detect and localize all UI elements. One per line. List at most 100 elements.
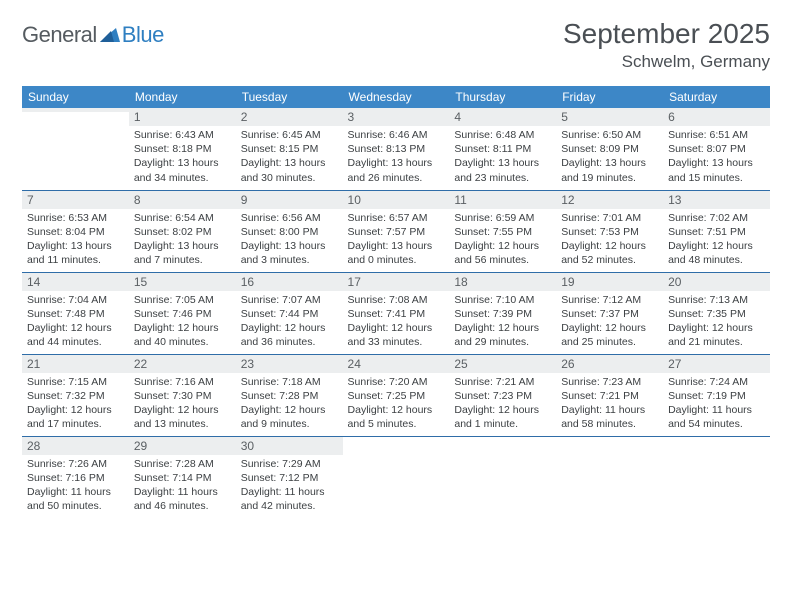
calendar-day-cell: 6Sunrise: 6:51 AMSunset: 8:07 PMDaylight… xyxy=(663,108,770,190)
day-detail-line: Sunrise: 7:20 AM xyxy=(348,375,445,389)
day-details: Sunrise: 6:51 AMSunset: 8:07 PMDaylight:… xyxy=(663,126,770,189)
calendar-day-cell: 5Sunrise: 6:50 AMSunset: 8:09 PMDaylight… xyxy=(556,108,663,190)
day-details: Sunrise: 7:05 AMSunset: 7:46 PMDaylight:… xyxy=(129,291,236,354)
day-detail-line: Daylight: 11 hours and 50 minutes. xyxy=(27,485,124,513)
day-detail-line: Sunset: 7:51 PM xyxy=(668,225,765,239)
day-detail-line: Sunset: 7:14 PM xyxy=(134,471,231,485)
day-detail-line: Sunset: 7:19 PM xyxy=(668,389,765,403)
logo-text-blue: Blue xyxy=(122,22,164,48)
day-detail-line: Sunrise: 7:26 AM xyxy=(27,457,124,471)
calendar-day-cell: 9Sunrise: 6:56 AMSunset: 8:00 PMDaylight… xyxy=(236,190,343,272)
day-number: 17 xyxy=(343,273,450,291)
day-detail-line: Daylight: 12 hours and 17 minutes. xyxy=(27,403,124,431)
day-detail-line: Daylight: 11 hours and 42 minutes. xyxy=(241,485,338,513)
day-detail-line: Daylight: 12 hours and 52 minutes. xyxy=(561,239,658,267)
calendar-day-cell: 11Sunrise: 6:59 AMSunset: 7:55 PMDayligh… xyxy=(449,190,556,272)
day-details: Sunrise: 7:01 AMSunset: 7:53 PMDaylight:… xyxy=(556,209,663,272)
calendar-day-cell: 25Sunrise: 7:21 AMSunset: 7:23 PMDayligh… xyxy=(449,354,556,436)
calendar-week-row: 28Sunrise: 7:26 AMSunset: 7:16 PMDayligh… xyxy=(22,436,770,518)
day-number: 14 xyxy=(22,273,129,291)
calendar-day-cell: 3Sunrise: 6:46 AMSunset: 8:13 PMDaylight… xyxy=(343,108,450,190)
day-details: Sunrise: 7:08 AMSunset: 7:41 PMDaylight:… xyxy=(343,291,450,354)
day-details: Sunrise: 6:46 AMSunset: 8:13 PMDaylight:… xyxy=(343,126,450,189)
day-number: 19 xyxy=(556,273,663,291)
day-number xyxy=(22,108,129,112)
day-number: 3 xyxy=(343,108,450,126)
day-detail-line: Sunset: 7:30 PM xyxy=(134,389,231,403)
day-detail-line: Daylight: 12 hours and 21 minutes. xyxy=(668,321,765,349)
day-detail-line: Sunset: 7:48 PM xyxy=(27,307,124,321)
day-detail-line: Daylight: 12 hours and 33 minutes. xyxy=(348,321,445,349)
day-detail-line: Daylight: 12 hours and 1 minute. xyxy=(454,403,551,431)
calendar-empty-cell xyxy=(22,108,129,190)
day-details: Sunrise: 6:48 AMSunset: 8:11 PMDaylight:… xyxy=(449,126,556,189)
day-detail-line: Sunrise: 6:53 AM xyxy=(27,211,124,225)
day-detail-line: Daylight: 11 hours and 46 minutes. xyxy=(134,485,231,513)
day-details: Sunrise: 6:50 AMSunset: 8:09 PMDaylight:… xyxy=(556,126,663,189)
page-header: General Blue September 2025 Schwelm, Ger… xyxy=(22,18,770,72)
day-detail-line: Sunrise: 7:16 AM xyxy=(134,375,231,389)
calendar-day-cell: 13Sunrise: 7:02 AMSunset: 7:51 PMDayligh… xyxy=(663,190,770,272)
calendar-day-cell: 19Sunrise: 7:12 AMSunset: 7:37 PMDayligh… xyxy=(556,272,663,354)
day-details: Sunrise: 7:07 AMSunset: 7:44 PMDaylight:… xyxy=(236,291,343,354)
calendar-day-cell: 24Sunrise: 7:20 AMSunset: 7:25 PMDayligh… xyxy=(343,354,450,436)
day-detail-line: Sunrise: 7:01 AM xyxy=(561,211,658,225)
day-detail-line: Daylight: 13 hours and 0 minutes. xyxy=(348,239,445,267)
weekday-header: Monday xyxy=(129,86,236,108)
calendar-day-cell: 17Sunrise: 7:08 AMSunset: 7:41 PMDayligh… xyxy=(343,272,450,354)
day-number: 6 xyxy=(663,108,770,126)
day-detail-line: Daylight: 12 hours and 40 minutes. xyxy=(134,321,231,349)
day-detail-line: Sunrise: 7:02 AM xyxy=(668,211,765,225)
day-detail-line: Sunset: 7:46 PM xyxy=(134,307,231,321)
day-detail-line: Daylight: 13 hours and 7 minutes. xyxy=(134,239,231,267)
day-detail-line: Sunrise: 6:43 AM xyxy=(134,128,231,142)
day-detail-line: Sunset: 7:12 PM xyxy=(241,471,338,485)
day-details: Sunrise: 7:04 AMSunset: 7:48 PMDaylight:… xyxy=(22,291,129,354)
day-detail-line: Sunset: 7:32 PM xyxy=(27,389,124,403)
logo: General Blue xyxy=(22,18,164,48)
day-detail-line: Sunrise: 7:21 AM xyxy=(454,375,551,389)
day-details: Sunrise: 7:21 AMSunset: 7:23 PMDaylight:… xyxy=(449,373,556,436)
day-detail-line: Sunrise: 6:51 AM xyxy=(668,128,765,142)
day-details: Sunrise: 7:02 AMSunset: 7:51 PMDaylight:… xyxy=(663,209,770,272)
calendar-week-row: 1Sunrise: 6:43 AMSunset: 8:18 PMDaylight… xyxy=(22,108,770,190)
day-detail-line: Sunset: 7:23 PM xyxy=(454,389,551,403)
day-detail-line: Sunrise: 7:18 AM xyxy=(241,375,338,389)
day-detail-line: Sunrise: 6:56 AM xyxy=(241,211,338,225)
day-detail-line: Daylight: 13 hours and 3 minutes. xyxy=(241,239,338,267)
calendar-empty-cell xyxy=(343,436,450,518)
day-number: 27 xyxy=(663,355,770,373)
day-number: 29 xyxy=(129,437,236,455)
day-detail-line: Sunset: 7:39 PM xyxy=(454,307,551,321)
day-detail-line: Sunset: 7:25 PM xyxy=(348,389,445,403)
day-number: 12 xyxy=(556,191,663,209)
calendar-day-cell: 7Sunrise: 6:53 AMSunset: 8:04 PMDaylight… xyxy=(22,190,129,272)
day-detail-line: Sunrise: 7:23 AM xyxy=(561,375,658,389)
calendar-day-cell: 30Sunrise: 7:29 AMSunset: 7:12 PMDayligh… xyxy=(236,436,343,518)
day-detail-line: Sunrise: 7:24 AM xyxy=(668,375,765,389)
day-details: Sunrise: 7:12 AMSunset: 7:37 PMDaylight:… xyxy=(556,291,663,354)
day-details: Sunrise: 6:59 AMSunset: 7:55 PMDaylight:… xyxy=(449,209,556,272)
day-number: 18 xyxy=(449,273,556,291)
day-number: 11 xyxy=(449,191,556,209)
day-details: Sunrise: 7:20 AMSunset: 7:25 PMDaylight:… xyxy=(343,373,450,436)
calendar-day-cell: 22Sunrise: 7:16 AMSunset: 7:30 PMDayligh… xyxy=(129,354,236,436)
day-number: 30 xyxy=(236,437,343,455)
day-detail-line: Sunset: 7:37 PM xyxy=(561,307,658,321)
day-details: Sunrise: 7:29 AMSunset: 7:12 PMDaylight:… xyxy=(236,455,343,518)
day-detail-line: Daylight: 12 hours and 44 minutes. xyxy=(27,321,124,349)
day-details: Sunrise: 6:43 AMSunset: 8:18 PMDaylight:… xyxy=(129,126,236,189)
calendar-day-cell: 10Sunrise: 6:57 AMSunset: 7:57 PMDayligh… xyxy=(343,190,450,272)
title-block: September 2025 Schwelm, Germany xyxy=(563,18,770,72)
calendar-body: 1Sunrise: 6:43 AMSunset: 8:18 PMDaylight… xyxy=(22,108,770,518)
day-number: 2 xyxy=(236,108,343,126)
day-detail-line: Sunset: 8:04 PM xyxy=(27,225,124,239)
calendar-day-cell: 8Sunrise: 6:54 AMSunset: 8:02 PMDaylight… xyxy=(129,190,236,272)
day-detail-line: Sunrise: 6:57 AM xyxy=(348,211,445,225)
logo-sail-icon xyxy=(100,28,120,42)
day-detail-line: Daylight: 11 hours and 58 minutes. xyxy=(561,403,658,431)
day-detail-line: Daylight: 12 hours and 56 minutes. xyxy=(454,239,551,267)
day-detail-line: Daylight: 12 hours and 48 minutes. xyxy=(668,239,765,267)
day-details: Sunrise: 6:57 AMSunset: 7:57 PMDaylight:… xyxy=(343,209,450,272)
day-detail-line: Sunset: 7:55 PM xyxy=(454,225,551,239)
